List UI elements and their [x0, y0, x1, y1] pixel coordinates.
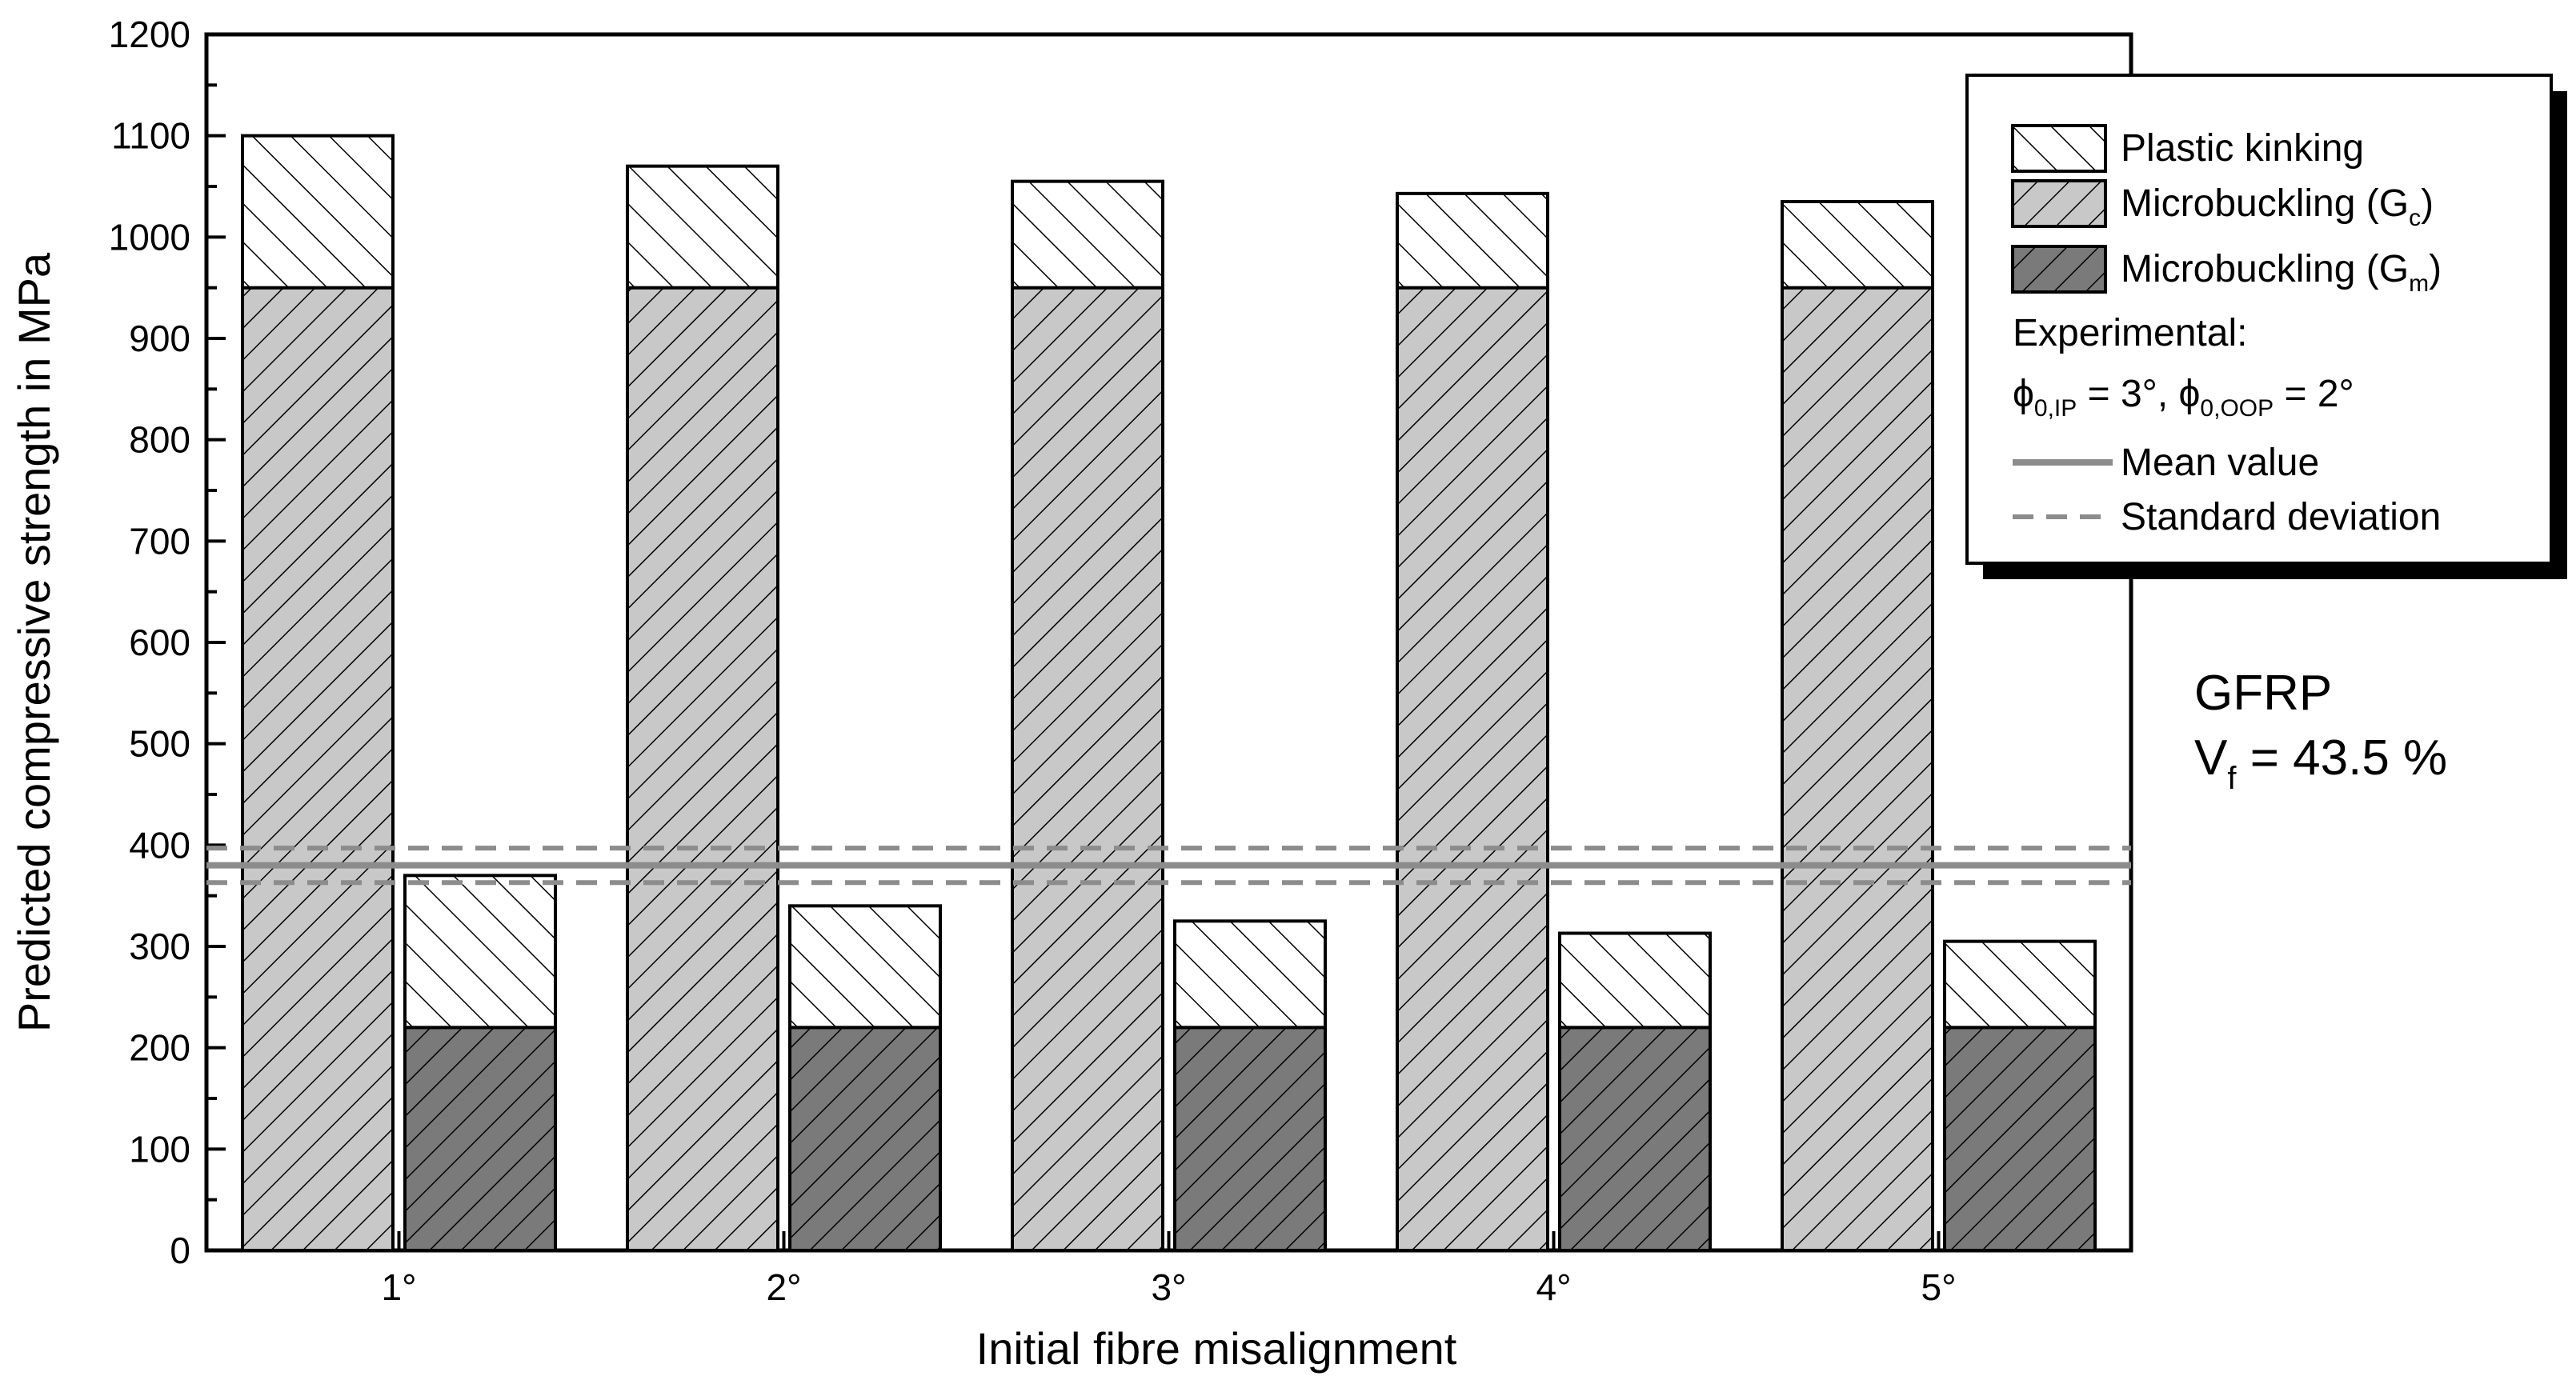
x-tick-label: 4°: [1536, 1266, 1572, 1308]
bar-plastic-kinking-hatch: [403, 874, 557, 1030]
y-tick-label: 900: [129, 318, 190, 359]
y-axis: 0 100 200 300 400 500 600 700 800 900 1000 1100 1200: [109, 14, 226, 1271]
legend-label-microbuckling-gc: Microbuckling (Gc): [2121, 182, 2434, 231]
bar-plastic-kinking-hatch: [241, 134, 395, 290]
y-tick-label: 100: [129, 1128, 190, 1170]
x-axis: 1° 2° 3° 4° 5°: [382, 1231, 1957, 1308]
y-axis-title: Predicted compressive strength in MPa: [9, 252, 59, 1032]
y-tick-label: 1100: [111, 115, 190, 157]
bar-plastic-kinking-hatch: [626, 164, 779, 290]
bar-microbuckling-hatch: [241, 286, 395, 1253]
y-tick-label: 400: [129, 824, 190, 866]
legend-swatch-microbuckling-gc-hatch: [2013, 181, 2105, 226]
bar-microbuckling-hatch: [626, 286, 779, 1253]
bar-plastic-kinking-hatch: [1011, 179, 1164, 290]
y-tick-label: 200: [129, 1027, 190, 1069]
bar-microbuckling-hatch: [1943, 1026, 2097, 1253]
bar-plastic-kinking-hatch: [1943, 939, 2097, 1030]
y-tick-label: 1200: [109, 14, 190, 55]
y-tick-label: 700: [129, 520, 190, 562]
bars: [241, 134, 2097, 1253]
x-axis-title: Initial fibre misalignment: [976, 1323, 1457, 1374]
y-tick-label: 800: [129, 419, 190, 461]
bar-plastic-kinking-hatch: [1781, 200, 1934, 290]
bar-microbuckling-hatch: [1173, 1026, 1327, 1253]
bar-microbuckling-hatch: [1558, 1026, 1712, 1253]
y-tick-label: 600: [129, 622, 190, 663]
x-tick-label: 3°: [1152, 1266, 1187, 1308]
bar-microbuckling-hatch: [1781, 286, 1934, 1253]
bar-plastic-kinking-hatch: [1558, 931, 1712, 1030]
bar-microbuckling-hatch: [788, 1026, 942, 1253]
x-tick-label: 1°: [382, 1266, 417, 1308]
legend-swatch-plastic-kinking: [2011, 124, 2107, 173]
material-annotation: GFRP Vf = 43.5 %: [2194, 666, 2447, 796]
legend-experimental-heading: Experimental:: [2013, 312, 2247, 354]
legend-label-plastic-kinking: Plastic kinking: [2121, 127, 2364, 170]
legend-label-mean: Mean value: [2121, 442, 2319, 484]
bar-plastic-kinking-hatch: [1173, 919, 1327, 1030]
legend-swatch-microbuckling-gm-hatch: [2013, 246, 2105, 292]
legend-box: [1965, 74, 2553, 565]
y-tick-label: 500: [129, 723, 190, 765]
bar-microbuckling-hatch: [1396, 286, 1549, 1253]
experimental-lines: [206, 846, 2131, 886]
legend: Plastic kinking Microbuckling (Gc) Micro…: [1965, 74, 2567, 579]
y-tick-label: 300: [129, 926, 190, 967]
y-tick-label: 0: [170, 1230, 190, 1271]
y-tick-label: 1000: [109, 216, 190, 258]
legend-experimental-conditions: ϕ0,IP = 3°, ϕ0,OOP = 2°: [2013, 373, 2354, 422]
bar-plastic-kinking-hatch: [1396, 191, 1549, 290]
annotation-fibre-volume: Vf = 43.5 %: [2194, 730, 2447, 796]
x-tick-label: 2°: [767, 1266, 802, 1308]
bar-plastic-kinking-hatch: [788, 904, 942, 1030]
bar-microbuckling-hatch: [403, 1026, 557, 1253]
bar-microbuckling-hatch: [1011, 286, 1164, 1253]
annotation-material: GFRP: [2194, 666, 2332, 721]
x-tick-label: 5°: [1921, 1266, 1957, 1308]
legend-label-std: Standard deviation: [2121, 496, 2441, 538]
legend-label-microbuckling-gm: Microbuckling (Gm): [2121, 248, 2442, 297]
